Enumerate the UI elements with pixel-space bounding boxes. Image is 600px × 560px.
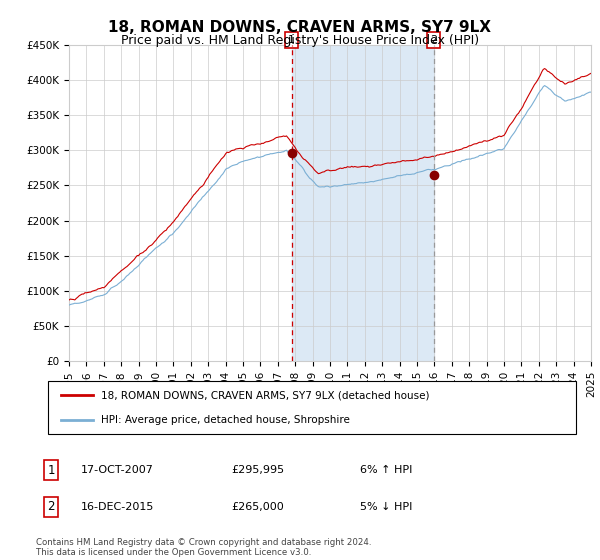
Text: 16-DEC-2015: 16-DEC-2015 xyxy=(81,502,154,512)
Text: 1: 1 xyxy=(288,35,295,45)
Text: 5% ↓ HPI: 5% ↓ HPI xyxy=(360,502,412,512)
Text: Price paid vs. HM Land Registry's House Price Index (HPI): Price paid vs. HM Land Registry's House … xyxy=(121,34,479,46)
Text: 2: 2 xyxy=(47,500,55,514)
Text: 18, ROMAN DOWNS, CRAVEN ARMS, SY7 9LX (detached house): 18, ROMAN DOWNS, CRAVEN ARMS, SY7 9LX (d… xyxy=(101,390,430,400)
Text: 1: 1 xyxy=(47,464,55,477)
Text: £295,995: £295,995 xyxy=(231,465,284,475)
Text: 2: 2 xyxy=(430,35,437,45)
Bar xyxy=(292,45,434,361)
Text: 6% ↑ HPI: 6% ↑ HPI xyxy=(360,465,412,475)
Text: £265,000: £265,000 xyxy=(231,502,284,512)
Text: HPI: Average price, detached house, Shropshire: HPI: Average price, detached house, Shro… xyxy=(101,414,350,424)
Text: Contains HM Land Registry data © Crown copyright and database right 2024.
This d: Contains HM Land Registry data © Crown c… xyxy=(36,538,371,557)
Text: 17-OCT-2007: 17-OCT-2007 xyxy=(81,465,154,475)
Text: 18, ROMAN DOWNS, CRAVEN ARMS, SY7 9LX: 18, ROMAN DOWNS, CRAVEN ARMS, SY7 9LX xyxy=(109,20,491,35)
